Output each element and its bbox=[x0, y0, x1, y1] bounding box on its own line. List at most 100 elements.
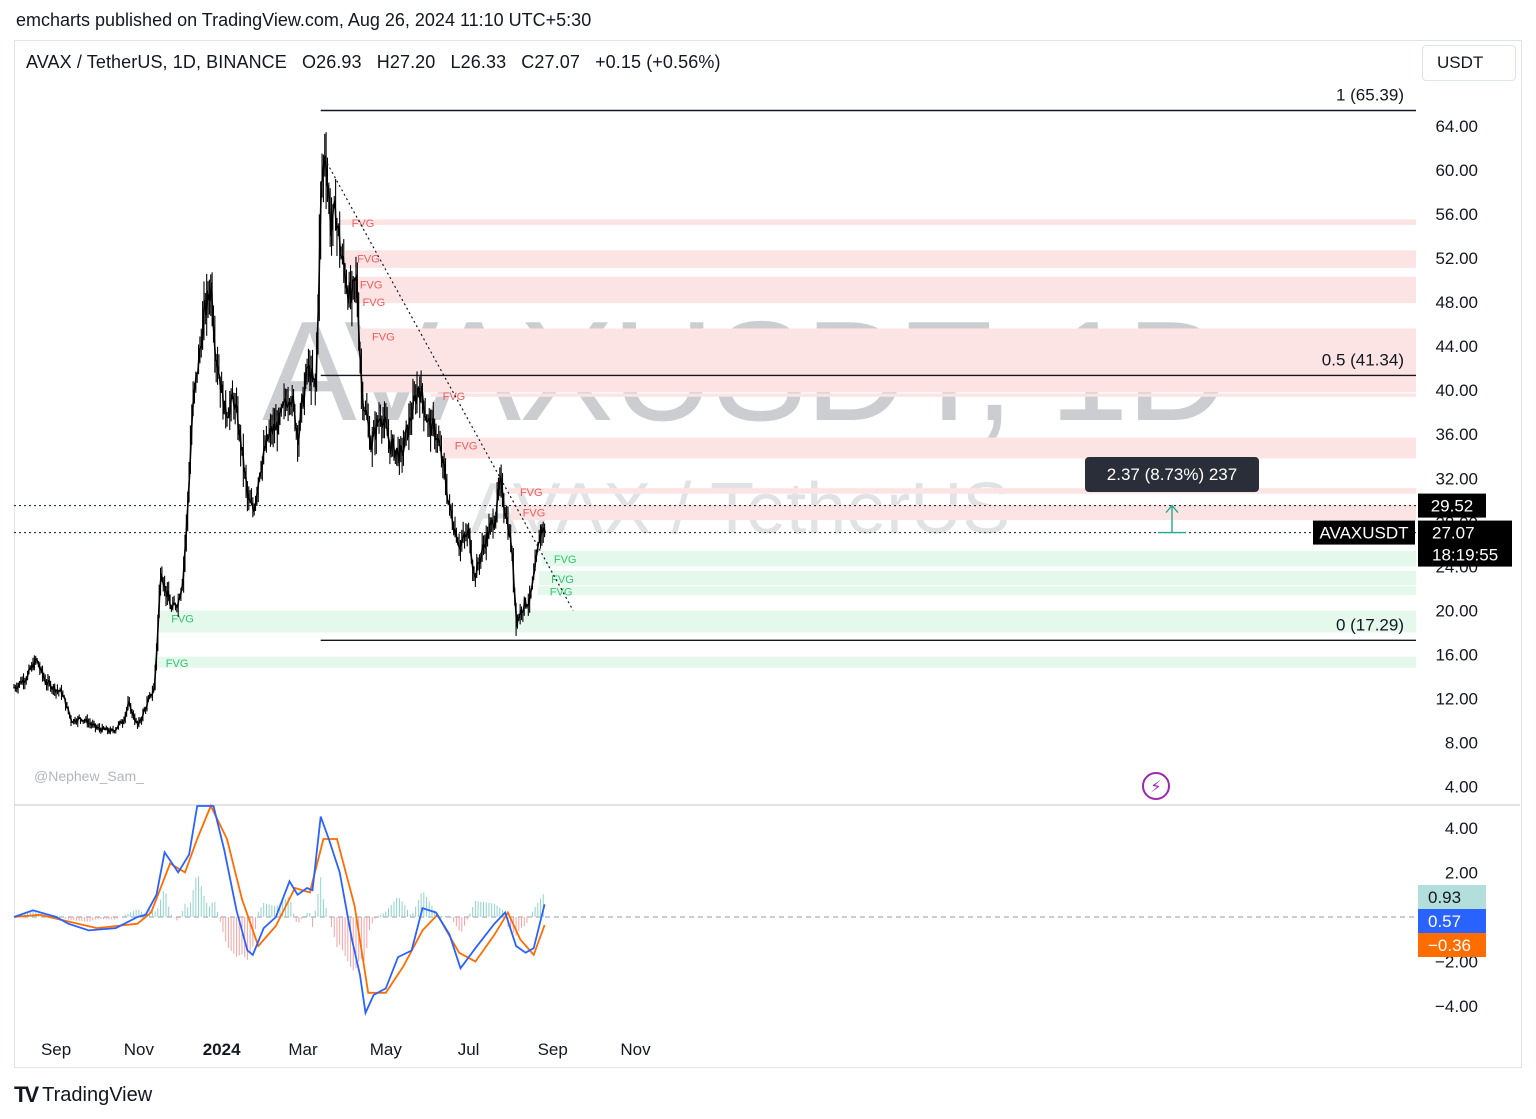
candle-body bbox=[35, 658, 39, 663]
price-axis-tick: 20.00 bbox=[1435, 601, 1478, 620]
candle-body bbox=[496, 487, 500, 492]
candle-body bbox=[312, 378, 316, 381]
candle-body bbox=[180, 582, 184, 590]
candle-body bbox=[140, 718, 143, 721]
candle-body bbox=[26, 672, 30, 680]
signal-line[interactable] bbox=[13, 803, 546, 994]
candle-body bbox=[350, 282, 354, 303]
candle-body bbox=[262, 446, 266, 458]
candle-body bbox=[68, 712, 72, 718]
descending-trendline[interactable] bbox=[324, 158, 574, 611]
candle-body bbox=[328, 201, 332, 236]
candle-body bbox=[174, 603, 177, 608]
symbol-price-tag bbox=[1313, 520, 1415, 545]
candle-body bbox=[111, 729, 115, 732]
candle-body bbox=[385, 424, 389, 436]
candle-body bbox=[131, 711, 135, 719]
fvg-zone-bearish bbox=[510, 504, 1416, 521]
candle-body bbox=[50, 688, 54, 691]
candle-body bbox=[521, 609, 525, 614]
candle-body bbox=[243, 470, 247, 474]
candle-body bbox=[236, 408, 240, 435]
fvg-label: FVG bbox=[551, 574, 574, 586]
candle-body bbox=[244, 473, 248, 486]
macd-axis-tick: −4.00 bbox=[1435, 997, 1478, 1016]
candle-body bbox=[297, 427, 301, 445]
candle-body bbox=[431, 418, 435, 424]
candle-body bbox=[330, 223, 334, 236]
fib-level-label: 1 (65.39) bbox=[1336, 85, 1404, 104]
candle-body bbox=[538, 541, 541, 544]
tradingview-logo[interactable]: TV TradingView bbox=[14, 1082, 152, 1108]
alert-icon[interactable] bbox=[1142, 772, 1170, 800]
fvg-zone-bearish bbox=[507, 488, 1416, 494]
candle-body bbox=[186, 495, 190, 520]
candle-body bbox=[304, 367, 308, 386]
candle-body bbox=[502, 503, 506, 512]
candle-body bbox=[501, 482, 505, 504]
candle-body bbox=[187, 472, 191, 496]
candle-body bbox=[525, 605, 528, 608]
fvg-zone-bullish bbox=[541, 550, 1416, 567]
candle-body bbox=[141, 711, 145, 719]
candle-body bbox=[127, 701, 131, 705]
candle-body bbox=[302, 385, 306, 407]
candle-body bbox=[160, 573, 164, 581]
candle-body bbox=[472, 571, 476, 576]
candle-body bbox=[248, 498, 252, 503]
candle-body bbox=[110, 728, 113, 731]
candle-body bbox=[422, 401, 426, 416]
candle-body bbox=[343, 269, 347, 285]
macd-value-box bbox=[1418, 885, 1486, 909]
candle-body bbox=[214, 358, 218, 363]
fvg-label: FVG bbox=[360, 280, 383, 292]
candle-body bbox=[117, 723, 120, 728]
candle-body bbox=[543, 527, 547, 533]
fvg-label: FVG bbox=[363, 297, 386, 309]
fvg-label: FVG bbox=[357, 253, 380, 265]
candle-body bbox=[228, 404, 232, 417]
currency-button[interactable]: USDT bbox=[1422, 45, 1516, 81]
candle-body bbox=[359, 366, 363, 390]
candle-body bbox=[336, 225, 340, 229]
candle-body bbox=[536, 542, 540, 552]
price-axis-tick: 12.00 bbox=[1435, 690, 1478, 709]
fvg-label: FVG bbox=[554, 554, 577, 566]
up-arrow-icon bbox=[1165, 504, 1179, 514]
fvg-label: FVG bbox=[166, 658, 189, 670]
candle-body bbox=[368, 426, 372, 448]
candle-body bbox=[97, 726, 100, 729]
candle-body bbox=[495, 491, 499, 514]
symbol-title[interactable]: AVAX / TetherUS, 1D, BINANCE bbox=[26, 52, 287, 72]
candle-body bbox=[224, 400, 228, 417]
candle-body bbox=[469, 550, 473, 563]
candle-body bbox=[407, 417, 411, 438]
price-axis-tick: 40.00 bbox=[1435, 381, 1478, 400]
candle-body bbox=[439, 448, 443, 464]
candle-body bbox=[511, 557, 515, 588]
candle-body bbox=[434, 438, 438, 441]
level-label-text: 29.52 bbox=[1431, 497, 1474, 516]
candle-body bbox=[91, 723, 94, 726]
chart-frame bbox=[14, 40, 1522, 1068]
publisher-line: emcharts published on TradingView.com, A… bbox=[16, 10, 592, 30]
last-price-label: 27.07 bbox=[1432, 524, 1475, 543]
candles[interactable] bbox=[13, 132, 547, 735]
candle-body bbox=[393, 450, 397, 459]
candle-body bbox=[344, 284, 348, 291]
candle-body bbox=[267, 431, 271, 440]
candle-body bbox=[458, 542, 462, 550]
macd-value-label: 0.93 bbox=[1428, 888, 1461, 907]
macd-axis-tick: 2.00 bbox=[1445, 863, 1478, 882]
candle-body bbox=[384, 416, 388, 425]
candle-body bbox=[397, 445, 401, 463]
candle-body bbox=[216, 361, 220, 372]
candle-body bbox=[73, 718, 77, 723]
candle-body bbox=[509, 531, 513, 549]
macd-line[interactable] bbox=[13, 805, 546, 1017]
fvg-label: FVG bbox=[523, 508, 546, 520]
candle-body bbox=[423, 415, 427, 419]
candle-body bbox=[311, 368, 315, 379]
candle-body bbox=[255, 490, 259, 499]
